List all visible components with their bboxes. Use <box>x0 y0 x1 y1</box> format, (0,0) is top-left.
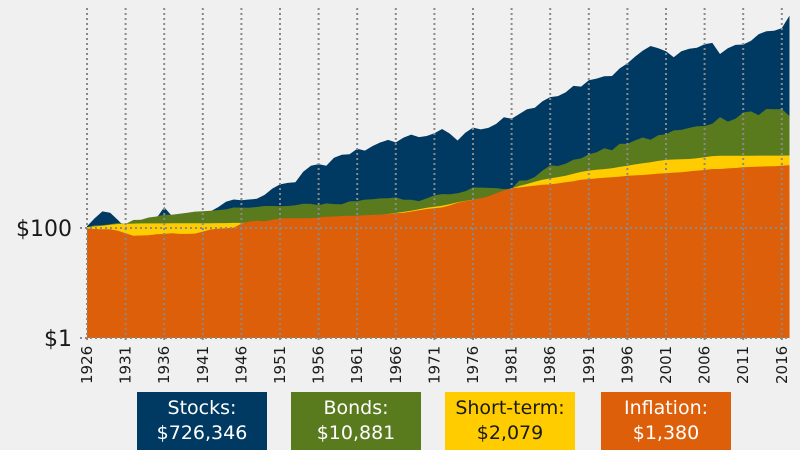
legend-inflation: Inflation: $1,380 <box>601 392 731 450</box>
legend-value: $10,881 <box>316 422 396 444</box>
legend-value: $2,079 <box>476 422 544 444</box>
x-tick-label: 1931 <box>117 346 135 384</box>
y-axis: $1 $100 <box>16 217 72 352</box>
legend-label: Short-term: <box>455 397 565 419</box>
x-tick-label: 1936 <box>155 346 173 384</box>
legend-label: Bonds: <box>323 397 389 419</box>
y-tick-label: $1 <box>44 327 72 352</box>
x-tick-label: 2016 <box>773 346 791 384</box>
x-tick-label: 1986 <box>541 346 559 384</box>
x-tick-label: 1981 <box>503 346 521 384</box>
x-axis: 1926 1931 1936 1941 1946 1951 1956 1961 1966 1971… <box>78 346 791 384</box>
x-tick-label: 1946 <box>232 346 250 384</box>
x-tick-label: 1951 <box>271 346 289 384</box>
x-tick-label: 2011 <box>734 346 752 384</box>
x-tick-label: 1941 <box>194 346 212 384</box>
x-tick-label: 1976 <box>464 346 482 384</box>
legend-value: $726,346 <box>156 422 248 444</box>
legend-value: $1,380 <box>632 422 700 444</box>
x-tick-label: 2006 <box>696 346 714 384</box>
x-tick-label: 2001 <box>657 346 675 384</box>
growth-chart: $1 $100 1926 1931 1936 1941 1946 1951 1956 1961… <box>16 8 791 384</box>
x-tick-label: 1996 <box>618 346 636 384</box>
legend-label: Inflation: <box>623 397 709 419</box>
x-tick-label: 1961 <box>348 346 366 384</box>
area-inflation <box>87 165 790 338</box>
x-tick-label: 1971 <box>425 346 443 384</box>
y-tick-label: $100 <box>16 217 72 242</box>
x-tick-label: 1926 <box>78 346 96 384</box>
x-tick-label: 1956 <box>310 346 328 384</box>
legend-short-term: Short-term: $2,079 <box>445 392 575 450</box>
legend-label: Stocks: <box>167 397 237 419</box>
grid-layer <box>80 8 790 343</box>
x-tick-label: 1966 <box>387 346 405 384</box>
legend-bonds: Bonds: $10,881 <box>291 392 421 450</box>
legend-stocks: Stocks: $726,346 <box>137 392 267 450</box>
area-layer <box>87 15 790 338</box>
x-tick-label: 1991 <box>580 346 598 384</box>
